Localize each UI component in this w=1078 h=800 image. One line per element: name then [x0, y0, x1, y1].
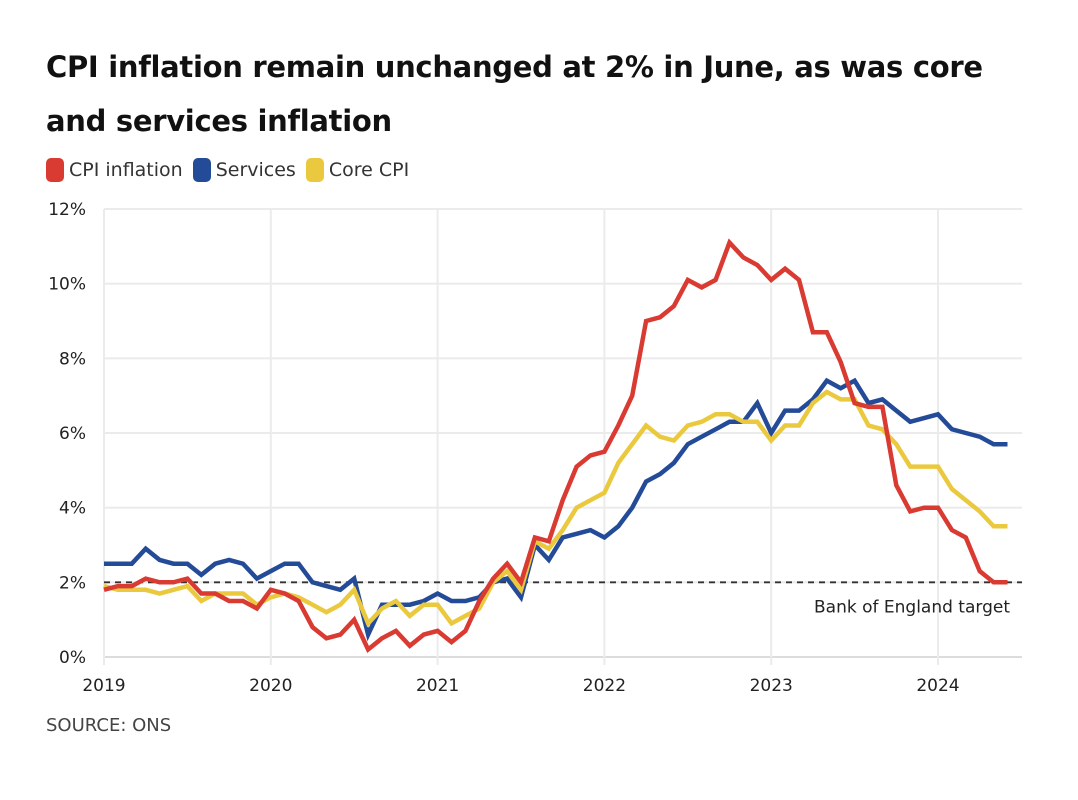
y-tick-label: 2%: [59, 573, 86, 593]
legend-item-core: Core CPI: [305, 158, 410, 182]
legend-label-cpi: CPI inflation: [69, 159, 183, 181]
x-tick-label: 2019: [82, 676, 125, 696]
x-tick-label: 2024: [916, 676, 959, 696]
legend-swatch-services: [192, 158, 211, 182]
legend-swatch-cpi: [46, 158, 64, 182]
chart-title: CPI inflation remain unchanged at 2% in …: [46, 50, 983, 138]
x-tick-label: 2023: [750, 676, 793, 696]
y-tick-label: 8%: [59, 349, 86, 369]
gridlines: [103, 208, 1022, 665]
y-tick-label: 4%: [59, 499, 86, 519]
y-tick-label: 0%: [59, 648, 86, 668]
y-tick-label: 10%: [48, 275, 86, 295]
x-axis-ticks: 2019 2020 2021 2022 2023 2024: [82, 676, 959, 696]
x-tick-label: 2020: [249, 676, 292, 696]
series-line-cpi-inflation: [103, 238, 1008, 654]
y-tick-label: 6%: [59, 424, 86, 444]
source-note: SOURCE: ONS: [46, 715, 172, 736]
y-axis-ticks: 0% 2% 4% 6% 8% 10% 12%: [48, 200, 86, 668]
series-line-services: [104, 377, 1008, 642]
legend-swatch-core: [305, 158, 324, 182]
legend-item-cpi: CPI inflation: [46, 158, 183, 182]
y-tick-label: 12%: [48, 200, 86, 220]
legend: CPI inflation Services Core CPI: [46, 158, 419, 182]
target-line-label: Bank of England target: [814, 597, 1010, 617]
series-lines: [103, 238, 1008, 654]
legend-label-core: Core CPI: [328, 159, 410, 181]
x-tick-label: 2022: [583, 676, 626, 696]
legend-label-services: Services: [215, 159, 296, 181]
legend-item-services: Services: [192, 158, 296, 182]
reference-line: Bank of England target: [104, 581, 1022, 617]
x-tick-label: 2021: [416, 676, 459, 696]
